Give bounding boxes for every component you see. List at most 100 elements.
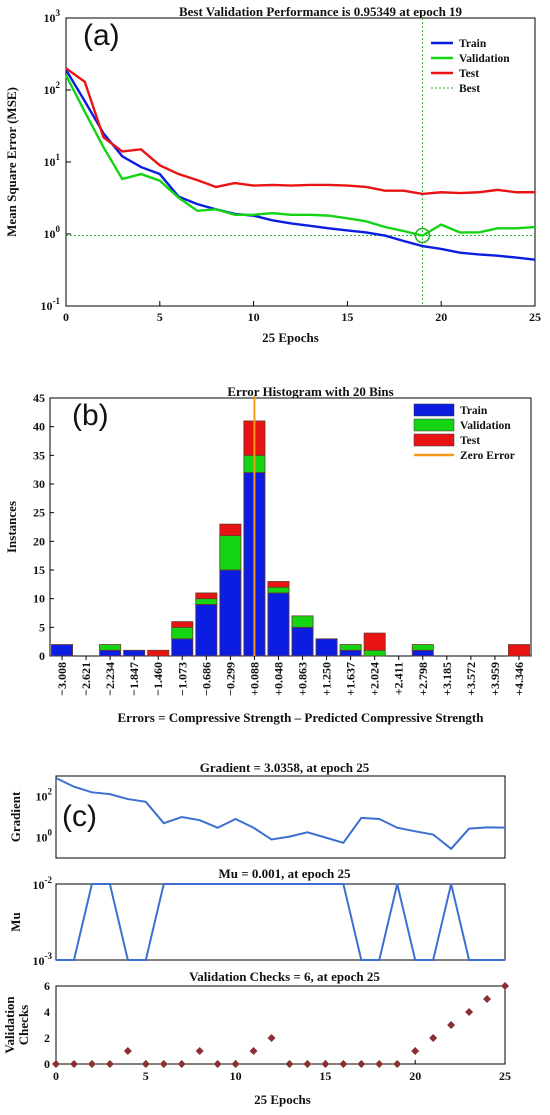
plot-c2-frame bbox=[55, 883, 506, 961]
hist-bar-test bbox=[147, 649, 170, 657]
hist-bar-test bbox=[363, 632, 386, 651]
y-tick-label-b: 35 bbox=[33, 448, 45, 462]
validation-check-marker bbox=[465, 1008, 474, 1016]
plot-c1-title: Gradient = 3.0358, at epoch 25 bbox=[200, 760, 370, 775]
hist-bar-train bbox=[123, 649, 146, 657]
validation-check-marker bbox=[321, 1060, 330, 1068]
y-tick-label-a: 102 bbox=[44, 80, 61, 97]
validation-check-marker bbox=[429, 1034, 438, 1042]
validation-check-marker bbox=[87, 1060, 96, 1068]
gradient-line bbox=[55, 777, 506, 851]
y-axis-label-c1: Gradient bbox=[8, 791, 23, 842]
hist-bar-validation bbox=[171, 626, 194, 640]
x-tick-label-b: +4.346 bbox=[512, 662, 526, 696]
y-tick-label-c3: 0 bbox=[44, 1057, 50, 1071]
validation-check-marker bbox=[249, 1047, 258, 1055]
y-tick-label-b: 45 bbox=[33, 391, 45, 405]
legend-b-label: Train bbox=[460, 405, 488, 417]
y-axis-label-a: Mean Square Error (MSE) bbox=[4, 87, 19, 237]
y-tick-label-c3: 2 bbox=[44, 1031, 50, 1045]
validation-check-marker bbox=[213, 1060, 222, 1068]
validation-check-marker bbox=[52, 1060, 60, 1068]
validation-check-marker bbox=[483, 995, 492, 1003]
y-tick-label-b: 10 bbox=[33, 592, 45, 606]
series-line-validation bbox=[64, 74, 536, 237]
x-tick-label-b: −0.686 bbox=[199, 662, 213, 696]
hist-bar-train bbox=[411, 649, 434, 657]
x-tick-label-a: 0 bbox=[63, 310, 69, 324]
series-line-test bbox=[65, 67, 535, 196]
x-tick-label-b: +0.863 bbox=[296, 662, 310, 696]
validation-check-marker bbox=[159, 1060, 168, 1068]
y-axis-label-c3: ValidationChecks bbox=[2, 996, 31, 1054]
mu-line bbox=[56, 883, 505, 961]
plot-b-title: Error Histogram with 20 Bins bbox=[227, 384, 393, 399]
validation-check-marker bbox=[303, 1060, 312, 1068]
hist-bar-test bbox=[219, 523, 242, 537]
validation-check-marker bbox=[447, 1021, 456, 1029]
hist-bar-validation bbox=[363, 649, 386, 657]
x-tick-label-b: +2.798 bbox=[416, 662, 430, 696]
validation-check-marker bbox=[339, 1060, 348, 1068]
validation-check-marker bbox=[375, 1060, 384, 1068]
validation-check-marker bbox=[393, 1060, 402, 1068]
x-tick-label-a: 15 bbox=[341, 310, 353, 324]
x-tick-label-c3: 25 bbox=[499, 1069, 511, 1083]
validation-check-marker bbox=[285, 1060, 294, 1068]
y-tick-label-c3: 6 bbox=[44, 979, 50, 993]
hist-bar-validation bbox=[339, 644, 362, 651]
validation-check-marker bbox=[195, 1047, 204, 1055]
x-tick-label-b: +1.637 bbox=[344, 662, 358, 696]
x-tick-label-c3: 0 bbox=[53, 1069, 59, 1083]
plot-c2-title: Mu = 0.001, at epoch 25 bbox=[219, 866, 351, 881]
x-axis-label-c3: 25 Epochs bbox=[254, 1092, 311, 1107]
x-tick-label-a: 20 bbox=[435, 310, 447, 324]
hist-bar-validation bbox=[99, 644, 122, 651]
x-axis-label-b: Errors = Compressive Strength – Predicte… bbox=[118, 710, 485, 725]
hist-bar-validation bbox=[195, 598, 218, 605]
hist-bar-train bbox=[51, 644, 74, 657]
plot-c3-title: Validation Checks = 6, at epoch 25 bbox=[189, 969, 380, 984]
hist-bar-train bbox=[291, 626, 314, 657]
x-tick-label-b: +3.185 bbox=[440, 662, 454, 696]
legend-a-label: Test bbox=[459, 68, 479, 80]
hist-bar-train bbox=[267, 592, 290, 657]
y-axis-label-c2: Mu bbox=[8, 912, 23, 932]
y-tick-label-a: 103 bbox=[44, 8, 61, 25]
hist-bar-validation bbox=[219, 535, 242, 571]
legend-b-swatch bbox=[413, 418, 455, 432]
y-tick-label-b: 30 bbox=[33, 477, 45, 491]
y-tick-label-c2: 10-3 bbox=[33, 951, 53, 968]
plot-a-title: Best Validation Performance is 0.95349 a… bbox=[179, 4, 463, 19]
hist-bar-validation bbox=[291, 615, 314, 628]
x-tick-label-b: +0.088 bbox=[247, 662, 261, 696]
x-tick-label-b: −3.008 bbox=[55, 662, 69, 696]
x-tick-label-a: 10 bbox=[248, 310, 260, 324]
y-axis-label-b: Instances bbox=[4, 501, 19, 553]
validation-check-marker bbox=[267, 1034, 276, 1042]
x-tick-label-b: −1.847 bbox=[127, 662, 141, 696]
x-tick-label-b: +0.048 bbox=[271, 662, 285, 696]
validation-check-marker bbox=[177, 1060, 186, 1068]
y-tick-label-c1: 100 bbox=[36, 828, 53, 845]
y-tick-label-a: 101 bbox=[44, 152, 61, 169]
panel-label-c: (c) bbox=[62, 800, 97, 833]
validation-check-marker bbox=[141, 1060, 150, 1068]
y-tick-label-a: 100 bbox=[44, 224, 61, 241]
x-tick-label-b: −0.299 bbox=[223, 662, 237, 696]
y-tick-label-b: 40 bbox=[33, 420, 45, 434]
x-tick-label-a: 25 bbox=[529, 310, 541, 324]
hist-bar-test bbox=[507, 644, 530, 657]
legend-b-label: Test bbox=[460, 435, 480, 447]
validation-check-marker bbox=[69, 1060, 78, 1068]
hist-bar-train bbox=[339, 649, 362, 657]
x-tick-label-c3: 15 bbox=[319, 1069, 331, 1083]
validation-check-marker bbox=[411, 1047, 420, 1055]
plot-c3-frame bbox=[55, 985, 506, 1065]
hist-bar-test bbox=[171, 621, 194, 628]
validation-check-marker bbox=[231, 1060, 240, 1068]
legend-a-box bbox=[425, 35, 525, 101]
hist-bar-test bbox=[195, 592, 218, 600]
hist-bar-train bbox=[315, 638, 338, 657]
hist-bar-train bbox=[195, 604, 218, 657]
